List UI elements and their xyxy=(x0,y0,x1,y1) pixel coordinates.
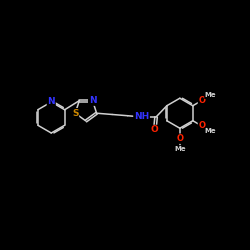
Text: N: N xyxy=(48,98,55,106)
Text: Me: Me xyxy=(205,92,216,98)
Text: O: O xyxy=(176,134,183,143)
Text: O: O xyxy=(198,96,205,105)
Text: O: O xyxy=(151,126,159,134)
Text: N: N xyxy=(89,96,96,105)
Text: Me: Me xyxy=(174,146,186,152)
Text: NH: NH xyxy=(134,112,149,122)
Text: S: S xyxy=(72,109,78,118)
Text: Me: Me xyxy=(205,128,216,134)
Text: O: O xyxy=(198,122,205,130)
